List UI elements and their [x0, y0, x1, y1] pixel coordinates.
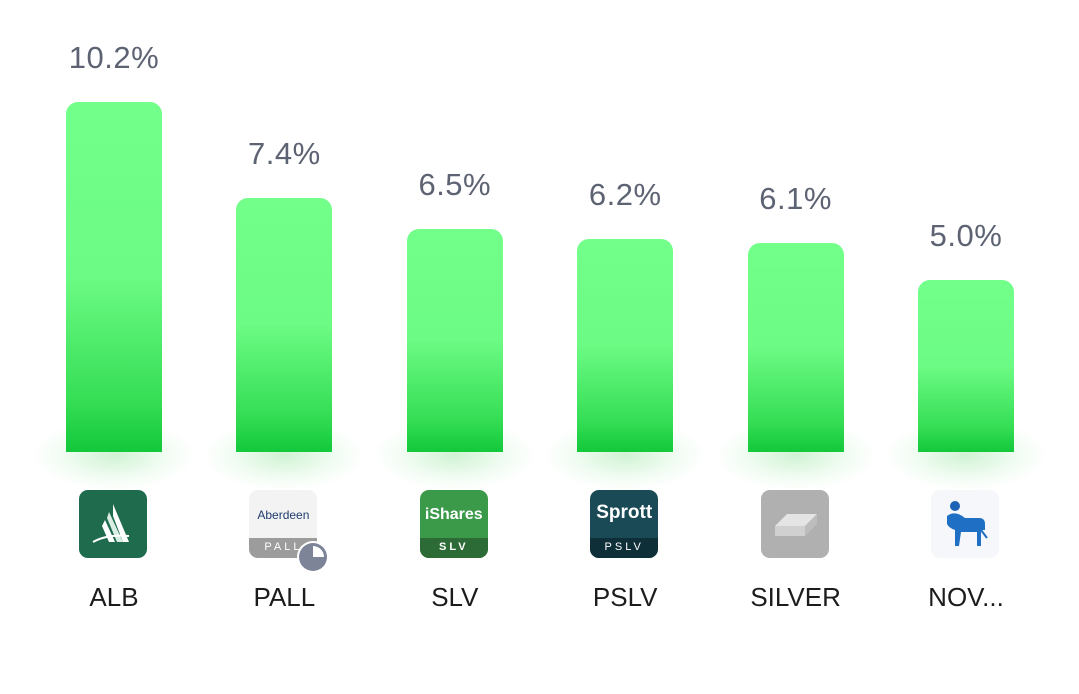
logo-text: iShares	[424, 506, 483, 523]
chart-column-nov[interactable]: 5.0% NOV...	[881, 0, 1051, 694]
value-label: 10.2%	[68, 40, 160, 75]
silver-bar-logo-icon[interactable]	[760, 490, 829, 558]
value-label: 5.0%	[929, 218, 1003, 253]
logo-band	[590, 538, 659, 558]
bar[interactable]	[236, 198, 333, 452]
value-label: 6.2%	[588, 177, 662, 212]
bar[interactable]	[918, 280, 1014, 452]
chart-column-alb[interactable]: 10.2% ALB	[29, 0, 199, 694]
ticker-label: NOV...	[928, 582, 1004, 612]
logo-text: Sprott	[596, 502, 653, 523]
logo-subtext: PALL	[264, 541, 303, 553]
ticker-label: SILVER	[750, 582, 841, 612]
logo-text: Aberdeen	[257, 508, 310, 522]
logo-subtext: SLV	[439, 541, 469, 553]
sprott-pslv-logo-icon[interactable]: Sprott PSLV	[590, 490, 659, 558]
value-label: 7.4%	[248, 136, 321, 171]
logo-band	[419, 538, 488, 558]
novo-bull-logo-icon[interactable]	[931, 490, 999, 558]
bar[interactable]	[66, 102, 162, 452]
logo-subtext: PSLV	[604, 541, 644, 553]
pie-chart-icon[interactable]	[297, 541, 329, 573]
bar[interactable]	[747, 243, 844, 452]
bar[interactable]	[577, 239, 674, 452]
bar[interactable]	[406, 229, 503, 452]
chart-column-pslv[interactable]: 6.2% Sprott PSLV PSLV	[540, 0, 710, 694]
ticker-label: ALB	[89, 582, 139, 612]
value-label: 6.1%	[759, 181, 832, 216]
ticker-label: PALL	[253, 582, 316, 612]
chart-column-slv[interactable]: 6.5% iShares SLV SLV	[370, 0, 540, 694]
ticker-label: SLV	[431, 582, 479, 612]
ishares-slv-logo-icon[interactable]: iShares SLV	[419, 490, 488, 558]
chart-column-pall[interactable]: 7.4% Aberdeen PALL PALL	[199, 0, 369, 694]
value-label: 6.5%	[418, 167, 492, 202]
albemarle-logo-icon[interactable]	[79, 490, 147, 558]
chart-column-silver[interactable]: 6.1% SILVER	[711, 0, 881, 694]
ticker-label: PSLV	[592, 582, 658, 612]
